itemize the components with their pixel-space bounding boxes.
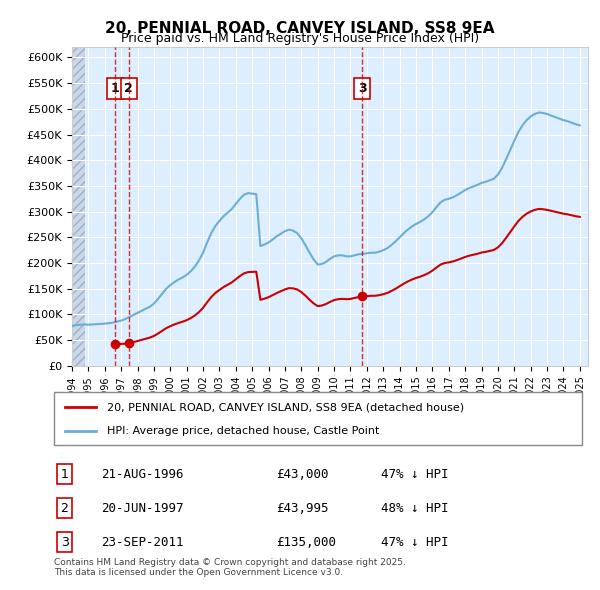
Text: 2: 2 — [61, 502, 68, 514]
Text: HPI: Average price, detached house, Castle Point: HPI: Average price, detached house, Cast… — [107, 425, 379, 435]
Text: 48% ↓ HPI: 48% ↓ HPI — [382, 502, 449, 514]
Bar — [72, 47, 85, 366]
Text: 47% ↓ HPI: 47% ↓ HPI — [382, 536, 449, 549]
Text: £43,995: £43,995 — [276, 502, 328, 514]
Text: 1: 1 — [61, 467, 68, 481]
Text: 20, PENNIAL ROAD, CANVEY ISLAND, SS8 9EA: 20, PENNIAL ROAD, CANVEY ISLAND, SS8 9EA — [105, 21, 495, 35]
Text: Contains HM Land Registry data © Crown copyright and database right 2025.
This d: Contains HM Land Registry data © Crown c… — [54, 558, 406, 577]
Text: 3: 3 — [61, 536, 68, 549]
Text: 3: 3 — [358, 82, 367, 95]
Text: 23-SEP-2011: 23-SEP-2011 — [101, 536, 184, 549]
Text: £135,000: £135,000 — [276, 536, 336, 549]
Text: Price paid vs. HM Land Registry's House Price Index (HPI): Price paid vs. HM Land Registry's House … — [121, 32, 479, 45]
Text: 47% ↓ HPI: 47% ↓ HPI — [382, 467, 449, 481]
Text: 2: 2 — [124, 82, 133, 95]
FancyBboxPatch shape — [54, 392, 582, 445]
Text: 1: 1 — [111, 82, 119, 95]
Text: £43,000: £43,000 — [276, 467, 328, 481]
Text: 21-AUG-1996: 21-AUG-1996 — [101, 467, 184, 481]
Text: 20-JUN-1997: 20-JUN-1997 — [101, 502, 184, 514]
Text: 20, PENNIAL ROAD, CANVEY ISLAND, SS8 9EA (detached house): 20, PENNIAL ROAD, CANVEY ISLAND, SS8 9EA… — [107, 402, 464, 412]
